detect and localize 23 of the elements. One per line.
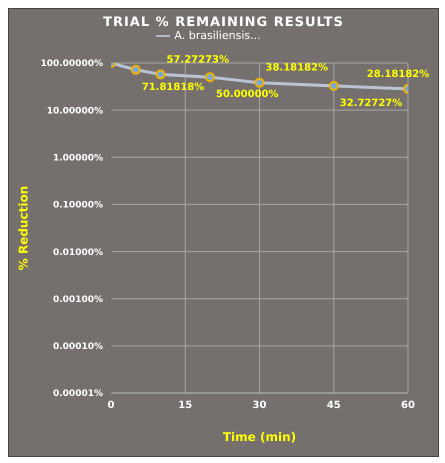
x-tick-label: 30 bbox=[252, 400, 266, 412]
y-axis-title: % Reduction bbox=[16, 186, 30, 270]
legend-label: A. brasiliensis... bbox=[174, 29, 261, 42]
y-tick-label: 10.00000% bbox=[46, 106, 103, 116]
data-label: 57.27273% bbox=[166, 54, 230, 66]
data-label: 38.18182% bbox=[266, 62, 328, 74]
y-tick-label: 1.00000% bbox=[52, 153, 103, 164]
x-tick-label: 45 bbox=[326, 400, 341, 412]
y-tick-label: 0.10000% bbox=[52, 200, 103, 211]
data-label: 50.00000% bbox=[216, 89, 279, 100]
x-tick-label: 0 bbox=[108, 400, 115, 412]
y-tick-label: 0.01000% bbox=[52, 248, 103, 258]
x-tick-label: 15 bbox=[178, 400, 192, 412]
x-tick-label: 60 bbox=[401, 400, 415, 412]
y-tick-label: 0.00100% bbox=[52, 294, 103, 305]
chart-title: TRIAL % REMAINING RESULTS bbox=[102, 15, 345, 30]
data-label: 71.81818% bbox=[142, 82, 204, 93]
y-tick-label: 0.00001% bbox=[52, 389, 103, 400]
y-tick-label: 0.00010% bbox=[52, 342, 103, 352]
data-label: 32.72727% bbox=[340, 98, 402, 109]
data-label: 28.18182% bbox=[366, 68, 430, 80]
y-tick-label: 100.00000% bbox=[40, 59, 103, 70]
x-axis-title: Time (min) bbox=[222, 430, 296, 444]
